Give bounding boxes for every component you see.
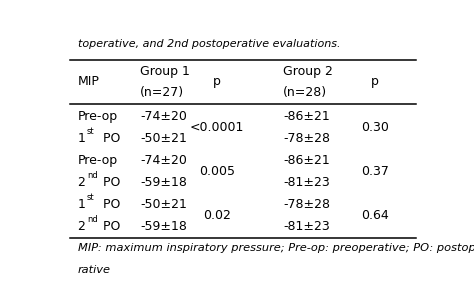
- Text: (n=27): (n=27): [140, 86, 184, 99]
- Text: 0.005: 0.005: [199, 165, 235, 178]
- Text: (n=28): (n=28): [283, 86, 328, 99]
- Text: 0.64: 0.64: [361, 209, 389, 222]
- Text: 2: 2: [78, 220, 85, 233]
- Text: Group 1: Group 1: [140, 65, 190, 78]
- Text: -50±21: -50±21: [140, 132, 187, 145]
- Text: 0.02: 0.02: [203, 209, 231, 222]
- Text: rative: rative: [78, 266, 110, 276]
- Text: st: st: [87, 193, 94, 202]
- Text: p: p: [371, 75, 379, 89]
- Text: 1: 1: [78, 132, 85, 145]
- Text: 0.37: 0.37: [361, 165, 389, 178]
- Text: toperative, and 2nd postoperative evaluations.: toperative, and 2nd postoperative evalua…: [78, 39, 340, 49]
- Text: -81±23: -81±23: [283, 220, 330, 233]
- Text: st: st: [87, 127, 94, 136]
- Text: -86±21: -86±21: [283, 154, 330, 167]
- Text: -59±18: -59±18: [140, 176, 187, 189]
- Text: PO: PO: [99, 220, 120, 233]
- Text: -59±18: -59±18: [140, 220, 187, 233]
- Text: MIP: maximum inspiratory pressure; Pre-op: preoperative; PO: postope-: MIP: maximum inspiratory pressure; Pre-o…: [78, 243, 474, 253]
- Text: p: p: [213, 75, 221, 89]
- Text: 0.30: 0.30: [361, 121, 389, 134]
- Text: -50±21: -50±21: [140, 198, 187, 211]
- Text: Pre-op: Pre-op: [78, 154, 118, 167]
- Text: Pre-op: Pre-op: [78, 110, 118, 123]
- Text: <0.0001: <0.0001: [190, 121, 245, 134]
- Text: -78±28: -78±28: [283, 198, 330, 211]
- Text: -81±23: -81±23: [283, 176, 330, 189]
- Text: -86±21: -86±21: [283, 110, 330, 123]
- Text: -74±20: -74±20: [140, 154, 187, 167]
- Text: -74±20: -74±20: [140, 110, 187, 123]
- Text: 1: 1: [78, 198, 85, 211]
- Text: nd: nd: [87, 171, 98, 180]
- Text: nd: nd: [87, 215, 98, 224]
- Text: MIP: MIP: [78, 75, 100, 89]
- Text: PO: PO: [99, 198, 120, 211]
- Text: 2: 2: [78, 176, 85, 189]
- Text: Group 2: Group 2: [283, 65, 333, 78]
- Text: PO: PO: [99, 176, 120, 189]
- Text: PO: PO: [99, 132, 120, 145]
- Text: -78±28: -78±28: [283, 132, 330, 145]
